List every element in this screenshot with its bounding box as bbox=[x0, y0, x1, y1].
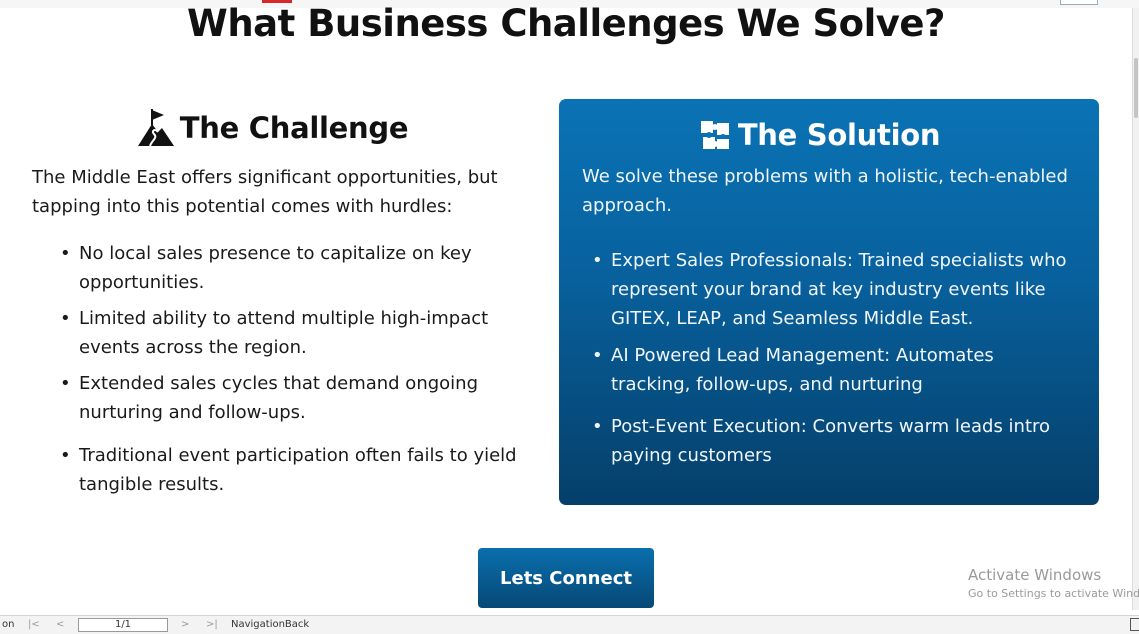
challenge-title: The Challenge bbox=[179, 111, 409, 145]
activate-windows-watermark: Activate Windows Go to Settings to activ… bbox=[968, 566, 1139, 600]
page-title: What Business Challenges We Solve? bbox=[187, 2, 945, 45]
top-window-strip bbox=[0, 0, 1139, 8]
navigation-back-link[interactable]: NavigationBack bbox=[231, 619, 310, 630]
solution-heading: The Solution bbox=[562, 99, 1076, 169]
page-number-field[interactable]: 1/1 bbox=[78, 618, 168, 632]
scrollbar-thumb[interactable] bbox=[1134, 58, 1138, 118]
list-item: Extended sales cycles that demand ongoin… bbox=[32, 369, 532, 427]
watermark-line-1: Activate Windows bbox=[968, 566, 1102, 584]
statusbar-left-text: on bbox=[2, 619, 15, 630]
solution-title: The Solution bbox=[737, 118, 941, 152]
viewer-statusbar: on |< < 1/1 > >| NavigationBack bbox=[0, 615, 1139, 634]
challenge-section: The Challenge The Middle East offers sig… bbox=[32, 100, 532, 499]
vertical-scrollbar[interactable] bbox=[1132, 8, 1139, 610]
solution-card: The Solution We solve these problems wit… bbox=[559, 99, 1099, 505]
solution-intro: We solve these problems with a holistic,… bbox=[582, 166, 1068, 216]
list-item: Traditional event participation often fa… bbox=[32, 441, 532, 499]
challenge-heading: The Challenge bbox=[12, 100, 532, 156]
challenge-intro: The Middle East offers significant oppor… bbox=[32, 167, 498, 217]
solution-list: Expert Sales Professionals: Trained spec… bbox=[582, 246, 1076, 470]
last-page-icon[interactable]: >| bbox=[206, 619, 218, 630]
mountain-flag-icon bbox=[137, 109, 174, 147]
puzzle-pieces-icon bbox=[700, 121, 729, 149]
list-item: Expert Sales Professionals: Trained spec… bbox=[582, 246, 1076, 333]
active-tab-indicator bbox=[262, 0, 292, 3]
previous-page-icon[interactable]: < bbox=[56, 619, 65, 630]
list-item: No local sales presence to capitalize on… bbox=[32, 239, 532, 297]
watermark-line-2: Go to Settings to activate Windo bbox=[968, 587, 1139, 600]
next-page-icon[interactable]: > bbox=[181, 619, 190, 630]
lets-connect-button[interactable]: Lets Connect bbox=[478, 548, 654, 608]
first-page-icon[interactable]: |< bbox=[28, 619, 40, 630]
list-item: Post-Event Execution: Converts warm lead… bbox=[582, 412, 1076, 470]
statusbar-right-icon[interactable] bbox=[1130, 618, 1139, 631]
challenge-list: No local sales presence to capitalize on… bbox=[32, 239, 532, 499]
list-item: Limited ability to attend multiple high-… bbox=[32, 304, 532, 362]
top-right-control[interactable] bbox=[1060, 0, 1098, 5]
list-item: AI Powered Lead Management: Automates tr… bbox=[582, 341, 1076, 399]
